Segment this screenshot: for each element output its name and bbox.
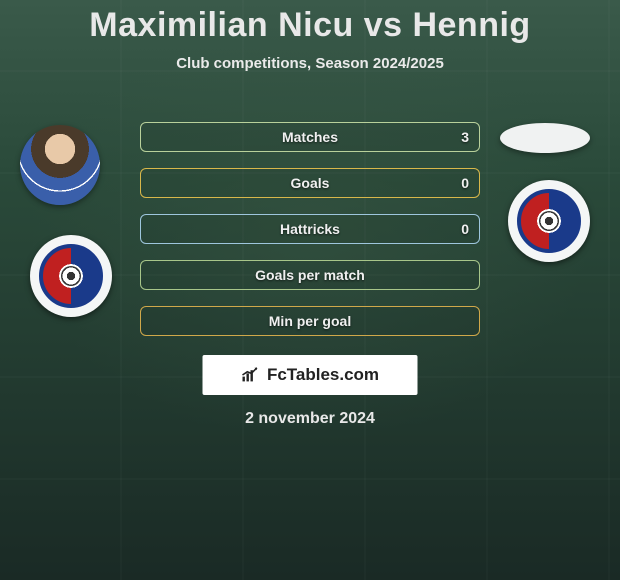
stat-label: Goals — [291, 175, 330, 191]
stat-row: Goals 0 — [140, 168, 480, 198]
subtitle: Club competitions, Season 2024/2025 — [0, 55, 620, 72]
crest-icon — [517, 189, 581, 253]
player1-club-crest — [30, 235, 112, 317]
content: Maximilian Nicu vs Hennig Club competiti… — [0, 0, 620, 72]
stat-row: Goals per match — [140, 260, 480, 290]
stat-row: Min per goal — [140, 306, 480, 336]
stat-label: Hattricks — [280, 221, 340, 237]
player2-club-crest — [508, 180, 590, 262]
stats-list: Matches 3 Goals 0 Hattricks 0 Goals per match M… — [140, 122, 480, 352]
stat-row: Hattricks 0 — [140, 214, 480, 244]
brand-text: FcTables.com — [267, 365, 379, 385]
brand-logo: FcTables.com — [203, 355, 418, 395]
stat-label: Matches — [282, 129, 338, 145]
crest-icon — [39, 244, 103, 308]
date-text: 2 november 2024 — [0, 410, 620, 428]
stat-label: Goals per match — [255, 267, 365, 283]
stat-value: 3 — [461, 129, 469, 145]
stat-value: 0 — [461, 175, 469, 191]
page-title: Maximilian Nicu vs Hennig — [0, 0, 620, 45]
stat-row: Matches 3 — [140, 122, 480, 152]
stat-value: 0 — [461, 221, 469, 237]
chart-icon — [241, 367, 261, 383]
player1-avatar — [20, 125, 100, 205]
stat-label: Min per goal — [269, 313, 351, 329]
player2-avatar — [500, 123, 590, 153]
